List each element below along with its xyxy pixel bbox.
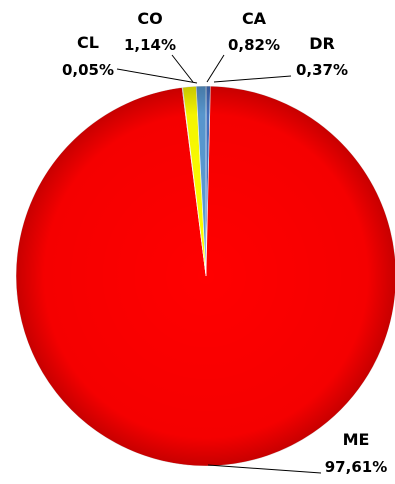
pie-slices [15,85,395,467]
slice-label-me: ME [343,430,370,449]
slice-percent-me: 97,61% [325,458,387,476]
leader-lines [116,54,322,474]
slice-label-cl: CL [77,33,99,52]
leader-line-me [207,464,322,474]
leader-line-co [171,54,194,83]
slice-label-dr: DR [309,34,335,53]
slice-percent-dr: 0,37% [296,61,348,79]
slice-label-ca: CA [242,9,267,28]
slice-percent-cl: 0,05% [62,61,114,79]
leader-line-ca [206,54,225,83]
leader-line-cl [116,68,198,84]
slice-percent-ca: 0,82% [228,36,280,54]
data-labels: DR 0,37% ME 97,61% CL 0,05% CO 1,14% CA 0,82% [62,9,387,476]
leader-line-dr [213,75,292,83]
slice-percent-co: 1,14% [124,36,176,54]
slice-label-co: CO [137,9,162,28]
